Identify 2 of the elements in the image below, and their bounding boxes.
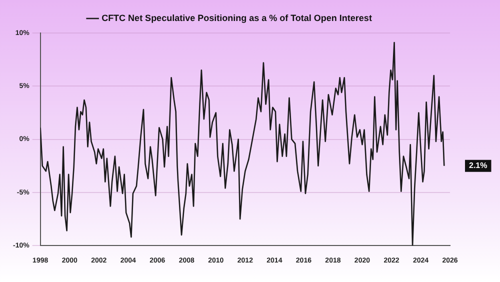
legend-label: CFTC Net Speculative Positioning as a % of Total Open Interest — [102, 12, 372, 23]
text: 2.1% — [469, 161, 488, 170]
